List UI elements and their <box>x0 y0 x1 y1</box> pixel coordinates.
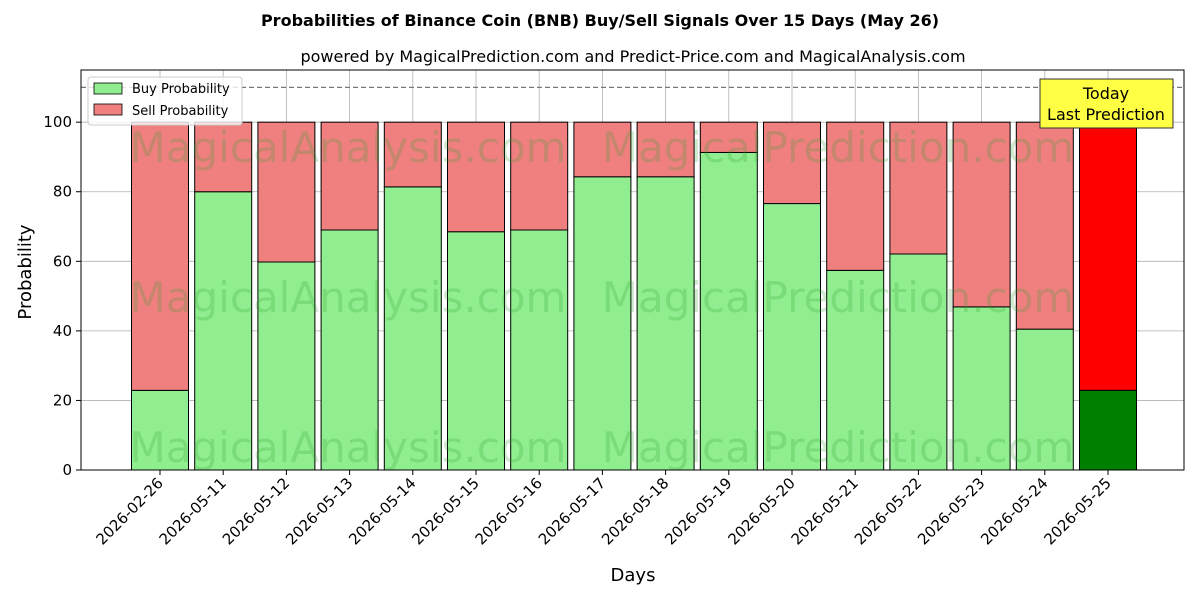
bar-buy-2026-05-22 <box>889 253 948 471</box>
legend-label-buy: Buy Probability <box>132 82 230 97</box>
bar-buy-2026-05-12 <box>257 261 316 471</box>
bar-buy-2026-05-14 <box>383 186 442 471</box>
y-tick-label: 100 <box>43 113 72 131</box>
y-tick-label: 40 <box>53 322 72 340</box>
chart-title: Probabilities of Binance Coin (BNB) Buy/… <box>261 11 939 30</box>
bar-buy-2026-05-21 <box>826 269 885 471</box>
bar-sell-2026-05-18 <box>636 121 695 178</box>
bar-sell-2026-05-19 <box>699 121 758 153</box>
x-tick-label: 2026-05-11 <box>156 474 230 548</box>
watermark-text: MagicalPrediction.com <box>602 273 1075 322</box>
annotation-line1: Today <box>1082 84 1129 103</box>
x-tick-label: 2026-05-13 <box>282 474 356 548</box>
watermark-text: MagicalAnalysis.com <box>130 423 567 472</box>
watermark-text: MagicalAnalysis.com <box>130 123 567 172</box>
x-tick-label: 2026-05-16 <box>472 474 546 548</box>
y-tick-label: 60 <box>53 252 72 270</box>
legend-swatch-buy <box>93 82 123 95</box>
x-tick-label: 2026-05-25 <box>1040 474 1114 548</box>
bar-sell-2026-05-17 <box>573 121 632 178</box>
bar-buy-2026-05-11 <box>194 191 253 471</box>
annotation-line2: Last Prediction <box>1047 105 1165 124</box>
x-tick-label: 2026-05-21 <box>788 474 862 548</box>
bar-buy-2026-05-15 <box>447 231 505 471</box>
bar-buy-2026-05-25 <box>1079 389 1137 471</box>
bar-sell-2026-05-15 <box>447 121 505 233</box>
bar-sell-2026-05-12 <box>257 121 316 263</box>
x-tick-label: 2026-05-23 <box>914 474 988 548</box>
bar-buy-2026-05-16 <box>510 229 569 471</box>
x-tick-label: 2026-05-19 <box>661 474 735 548</box>
annotation-today: Today Last Prediction <box>1039 78 1174 129</box>
bar-sell-2026-05-25 <box>1079 121 1137 391</box>
y-tick-label: 80 <box>53 183 72 201</box>
bar-sell-2026-05-20 <box>763 121 821 205</box>
x-tick-label: 2026-05-15 <box>408 474 482 548</box>
bar-sell-2026-05-24 <box>1015 121 1074 330</box>
bar-buy-2026-05-20 <box>763 203 821 471</box>
bar-buy-2026-05-13 <box>320 229 379 471</box>
x-tick-label: 2026-05-24 <box>977 474 1051 548</box>
x-tick-label: 2026-05-22 <box>851 474 925 548</box>
plot-area: MagicalAnalysis.com MagicalPrediction.com… <box>43 69 1185 548</box>
legend-swatch-sell <box>93 103 123 116</box>
bar-buy-2026-05-18 <box>636 176 695 471</box>
watermark-text: MagicalPrediction.com <box>602 123 1075 172</box>
legend-box <box>87 76 243 126</box>
bar-sell-2026-05-13 <box>320 121 379 231</box>
x-axis-label: Days <box>611 565 656 586</box>
x-tick-label: 2026-05-20 <box>724 474 798 548</box>
y-tick-label: 0 <box>62 461 72 479</box>
annotation-box <box>1039 78 1174 129</box>
x-tick-label: 2026-05-14 <box>345 474 419 548</box>
x-tick-label: 2026-02-26 <box>92 474 166 548</box>
legend-label-sell: Sell Probability <box>132 104 229 119</box>
bar-sell-2026-05-14 <box>383 121 442 188</box>
watermark-text: MagicalAnalysis.com <box>130 273 567 322</box>
y-tick-label: 20 <box>53 391 72 409</box>
bar-buy-2026-05-19 <box>699 151 758 471</box>
legend: Buy Probability Sell Probability <box>87 76 243 126</box>
bar-sell-2026-05-23 <box>952 121 1011 308</box>
bar-sell-2026-02-26 <box>131 121 189 391</box>
x-tick-label: 2026-05-17 <box>535 474 609 548</box>
chart-subtitle: powered by MagicalPrediction.com and Pre… <box>300 47 965 66</box>
watermark-text: MagicalPrediction.com <box>602 423 1075 472</box>
y-axis-label: Probability <box>15 224 36 319</box>
bar-sell-2026-05-21 <box>826 121 885 271</box>
bar-sell-2026-05-16 <box>510 121 569 231</box>
bar-sell-2026-05-22 <box>889 121 948 255</box>
plot-frame <box>80 69 1185 471</box>
x-tick-label: 2026-05-12 <box>219 474 293 548</box>
x-tick-label: 2026-05-18 <box>598 474 672 548</box>
bar-buy-2026-05-17 <box>573 176 632 471</box>
